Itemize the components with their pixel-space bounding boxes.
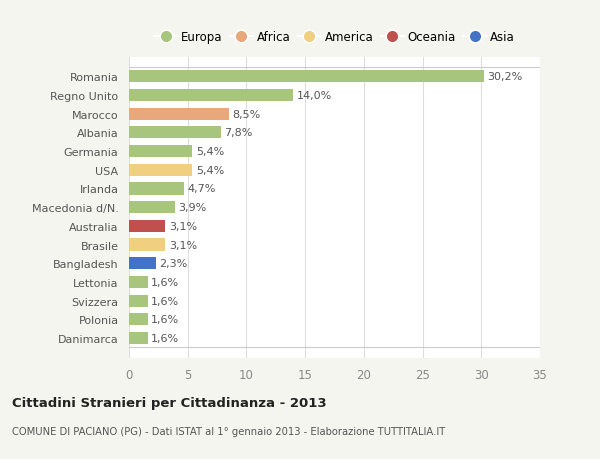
Text: 5,4%: 5,4% [196,165,224,175]
Text: 14,0%: 14,0% [297,91,332,101]
Legend: Europa, Africa, America, Oceania, Asia: Europa, Africa, America, Oceania, Asia [152,29,517,46]
Bar [129,202,175,214]
Text: 2,3%: 2,3% [160,259,188,269]
Text: 1,6%: 1,6% [151,333,179,343]
Text: 3,1%: 3,1% [169,221,197,231]
Text: 4,7%: 4,7% [188,184,216,194]
Bar [129,295,148,307]
Bar [129,239,166,251]
Text: 5,4%: 5,4% [196,147,224,157]
Bar [129,220,166,232]
Text: 7,8%: 7,8% [224,128,253,138]
Bar [129,71,484,83]
Bar [129,313,148,326]
Text: 1,6%: 1,6% [151,315,179,325]
Text: 1,6%: 1,6% [151,277,179,287]
Bar [129,108,229,120]
Bar [129,127,221,139]
Bar [129,276,148,288]
Text: 30,2%: 30,2% [487,72,523,82]
Bar [129,90,293,102]
Text: Cittadini Stranieri per Cittadinanza - 2013: Cittadini Stranieri per Cittadinanza - 2… [12,396,326,409]
Text: 3,1%: 3,1% [169,240,197,250]
Text: 8,5%: 8,5% [232,109,260,119]
Text: 1,6%: 1,6% [151,296,179,306]
Bar [129,332,148,344]
Bar [129,146,193,158]
Text: 3,9%: 3,9% [178,203,206,213]
Bar [129,183,184,195]
Bar [129,257,156,270]
Bar [129,164,193,176]
Text: COMUNE DI PACIANO (PG) - Dati ISTAT al 1° gennaio 2013 - Elaborazione TUTTITALIA: COMUNE DI PACIANO (PG) - Dati ISTAT al 1… [12,426,445,436]
